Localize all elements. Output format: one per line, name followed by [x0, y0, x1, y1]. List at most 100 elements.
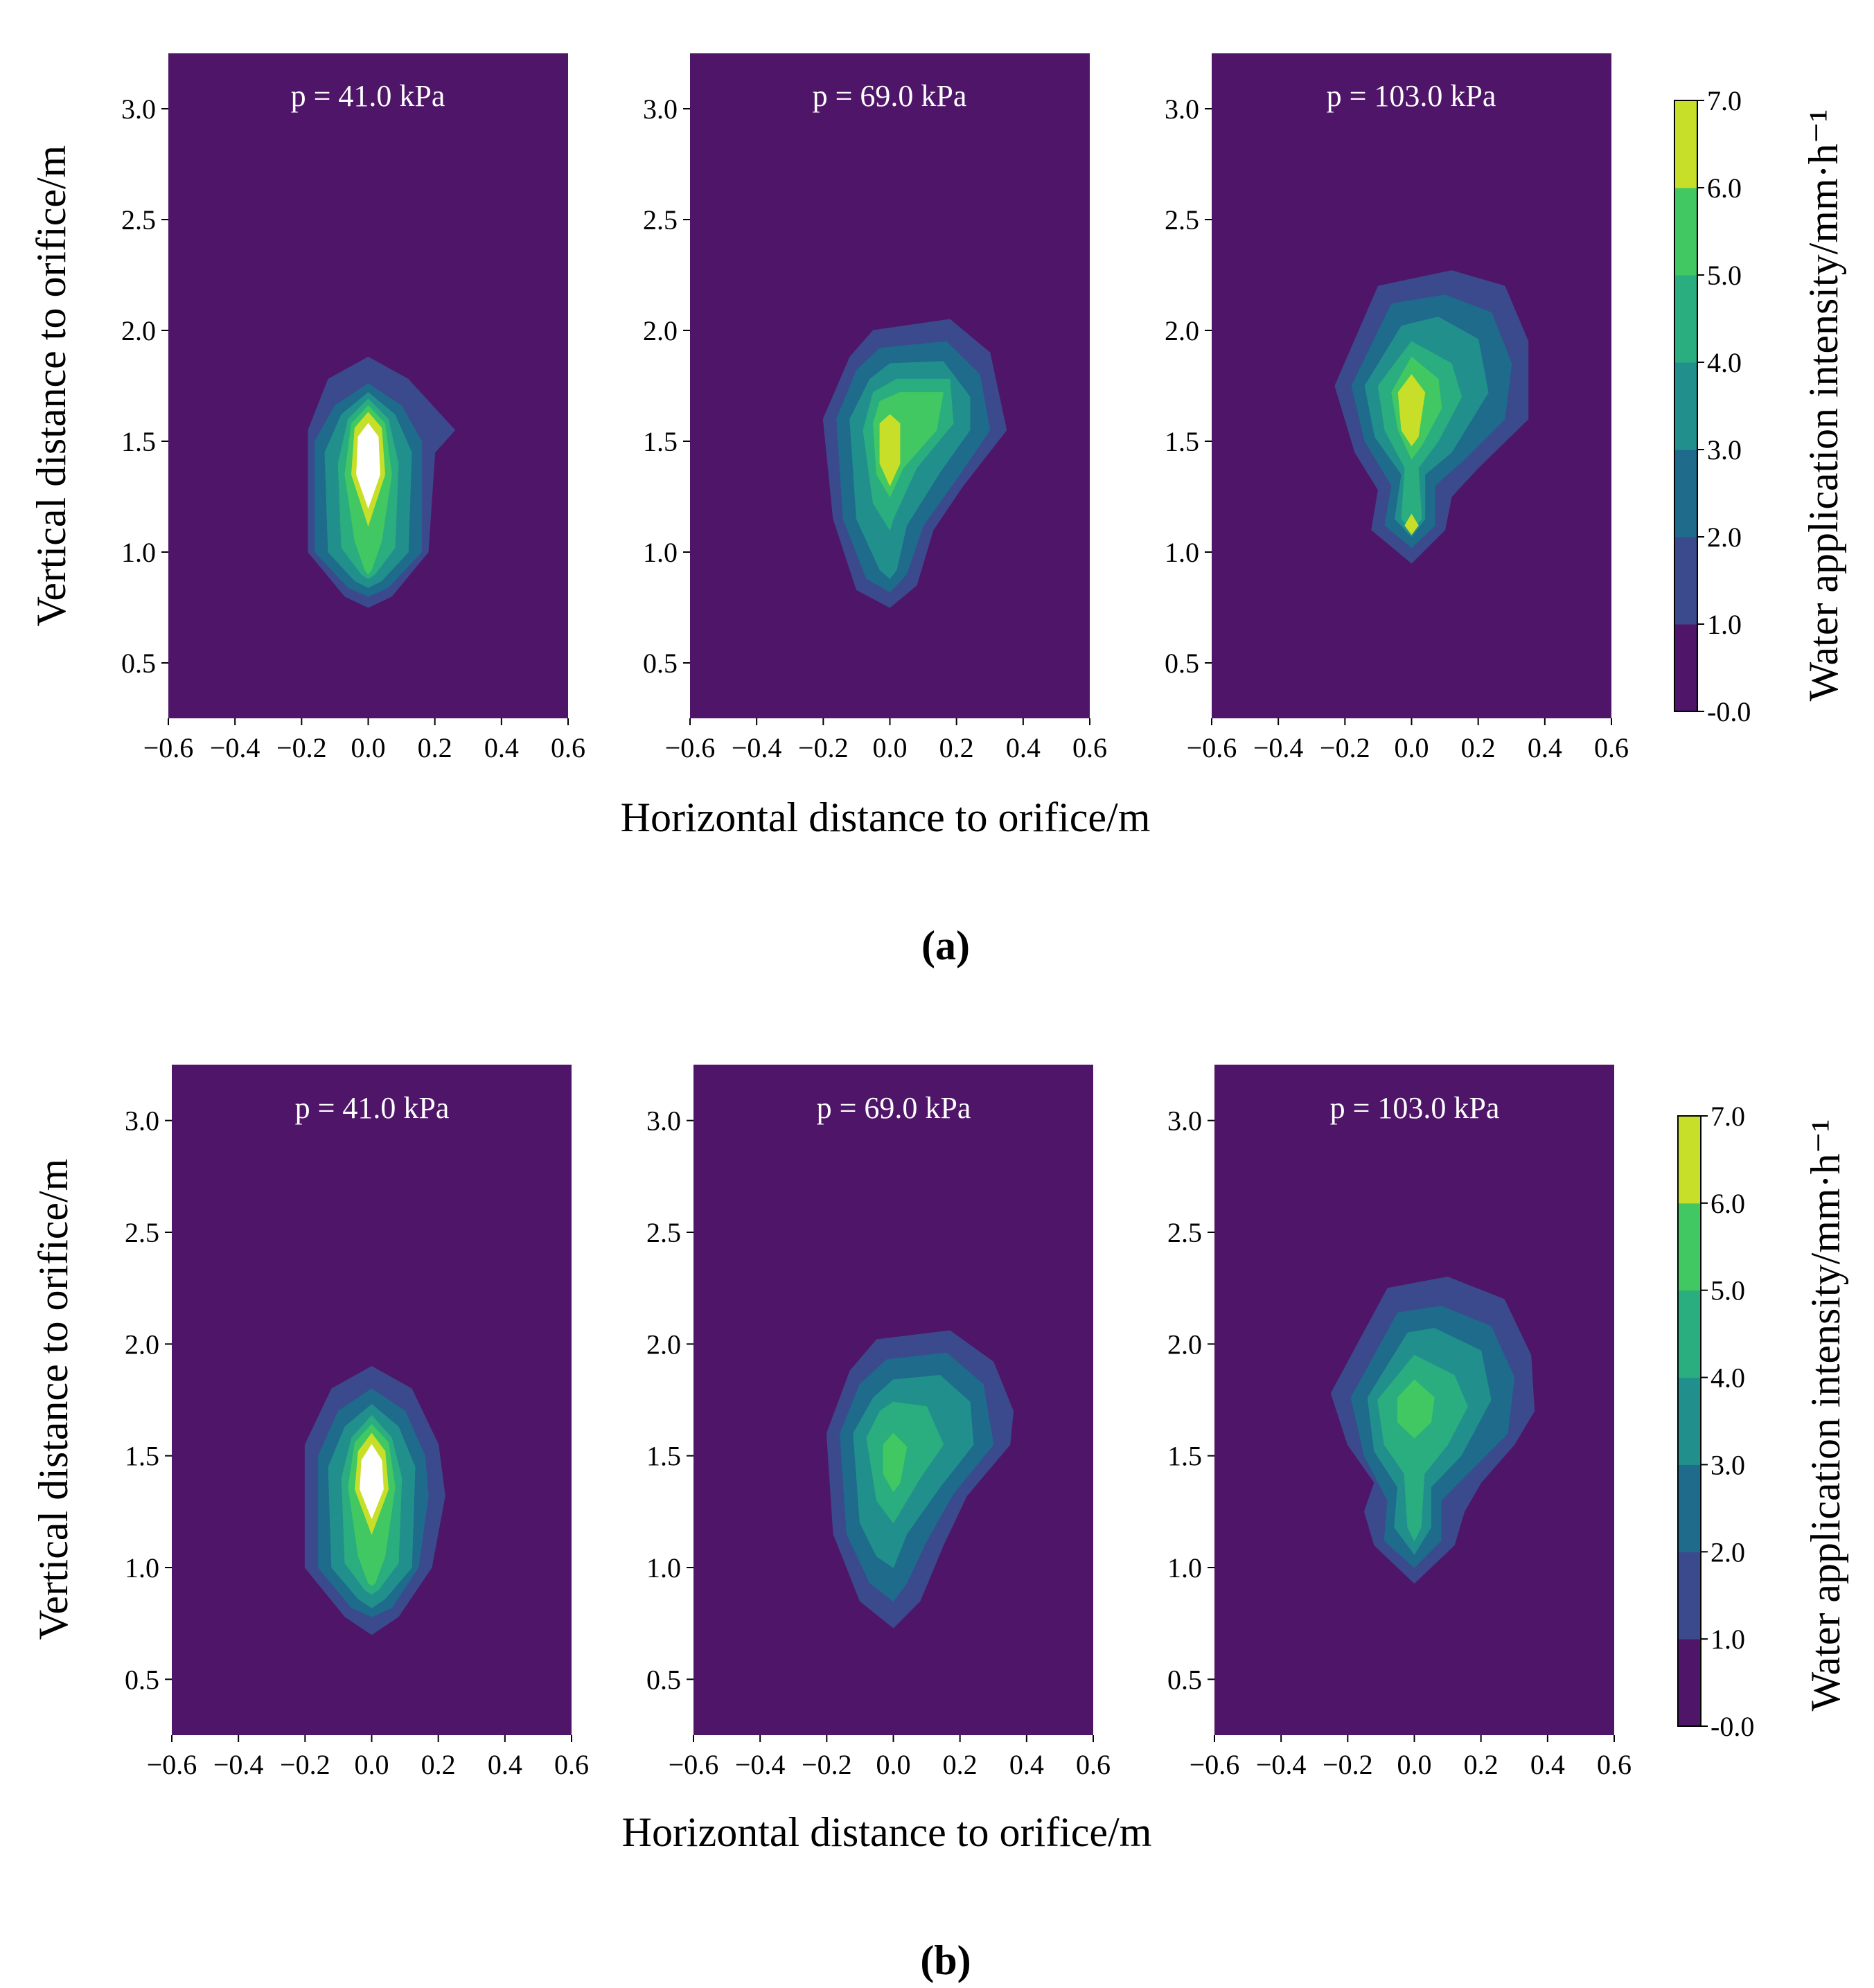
x-tick-label: −0.2 — [1323, 1749, 1373, 1780]
y-tick-label: 2.0 — [646, 1329, 681, 1360]
colorbar-label: Water application intensity/mm·h⁻¹ — [1801, 109, 1846, 702]
y-tick-label: 1.5 — [1167, 1441, 1202, 1472]
colorbar-band — [1674, 275, 1697, 363]
colorbar-band — [1678, 1464, 1701, 1552]
axes: −0.6 −0.4 −0.2 0.0 0.2 0.4 0.6 0.5 1.0 1.5 2.0 2.5 3… — [646, 1106, 1111, 1780]
x-axis-label: Horizontal distance to orifice/m — [621, 795, 1151, 840]
axes: −0.6 −0.4 −0.2 0.0 0.2 0.4 0.6 0.5 1.0 1.5 2.0 2.5 3… — [1165, 94, 1629, 763]
x-tick-label: 0.4 — [488, 1749, 522, 1780]
x-tick-label: −0.2 — [276, 732, 327, 763]
contour-layer — [826, 1330, 1014, 1628]
x-tick-label: −0.4 — [210, 732, 260, 763]
x-tick-label: 0.0 — [355, 1749, 389, 1780]
contour-layer — [1334, 270, 1529, 564]
y-tick-label: 2.5 — [125, 1217, 159, 1248]
y-tick-label: 1.0 — [1167, 1552, 1202, 1583]
x-tick-label: −0.4 — [1256, 1749, 1307, 1780]
contour-level-6 — [1404, 513, 1419, 535]
panel-a-103kpa: p = 103.0 kPa −0.6 −0.4 −0.2 0.0 0.2 0.4 0.6 0.… — [1165, 53, 1629, 763]
x-tick-label: −0.2 — [802, 1749, 852, 1780]
contour-level-6 — [1397, 374, 1426, 447]
y-tick-label: 3.0 — [1167, 1106, 1202, 1137]
y-tick-label: 0.5 — [643, 648, 678, 679]
x-tick-label: 0.6 — [1076, 1749, 1111, 1780]
colorbar-frame — [1674, 100, 1698, 712]
y-axis-label: Vertical distance to orifice/m — [28, 145, 74, 627]
y-tick-label: 2.5 — [643, 204, 678, 236]
x-tick-label: 0.0 — [876, 1749, 911, 1780]
colorbar-band — [1678, 1639, 1701, 1727]
x-tick-label: 0.4 — [1009, 1749, 1044, 1780]
x-tick-label: −0.4 — [1253, 732, 1304, 763]
x-tick-label: −0.6 — [1187, 732, 1237, 763]
colorbar-band — [1678, 1552, 1701, 1640]
x-tick-label: −0.4 — [213, 1749, 264, 1780]
x-tick-label: 0.6 — [554, 1749, 589, 1780]
y-tick-label: 2.5 — [121, 204, 156, 236]
y-tick-label: 0.5 — [125, 1664, 159, 1695]
colorbar: -0.0 1.0 2.0 3.0 4.0 5.0 6.0 7.0 — [1674, 85, 1751, 727]
y-tick-label: 2.5 — [1167, 1217, 1202, 1248]
colorbar: -0.0 1.0 2.0 3.0 4.0 5.0 6.0 7.0 — [1677, 1101, 1754, 1742]
contour-level-7 — [356, 423, 380, 509]
panel-title: p = 41.0 kPa — [291, 79, 445, 113]
subfigure-label-a: (a) — [921, 923, 970, 968]
colorbar-tick-label: 1.0 — [1707, 609, 1742, 640]
y-tick-label: 3.0 — [125, 1106, 159, 1137]
y-tick-label: 2.0 — [643, 315, 678, 346]
colorbar-tick-label: 5.0 — [1707, 260, 1742, 291]
colorbar-band — [1674, 537, 1697, 625]
colorbar-frame — [1677, 1115, 1701, 1727]
x-tick-label: 0.2 — [943, 1749, 978, 1780]
y-tick-label: 3.0 — [121, 94, 156, 125]
x-axis-label: Horizontal distance to orifice/m — [622, 1809, 1152, 1855]
group-b: p = 41.0 kPa −0.6 −0.4 −0.2 0.0 0.2 0.4 0.6 0.5… — [30, 1065, 1848, 1983]
x-tick-label: 0.6 — [1597, 1749, 1632, 1780]
x-tick-label: 0.2 — [1461, 732, 1496, 763]
x-tick-label: −0.6 — [1190, 1749, 1240, 1780]
x-tick-label: 0.6 — [1594, 732, 1629, 763]
axes: −0.6 −0.4 −0.2 0.0 0.2 0.4 0.6 0.5 1.0 1.5 2.0 2.5 3… — [121, 94, 585, 763]
x-tick-label: −0.6 — [147, 1749, 197, 1780]
colorbar-tick-label: -0.0 — [1707, 696, 1751, 727]
colorbar-tick-label: 4.0 — [1707, 347, 1742, 378]
x-tick-label: 0.4 — [1528, 732, 1562, 763]
contour-layer — [304, 1366, 445, 1635]
panel-a-41kpa: p = 41.0 kPa −0.6 −0.4 −0.2 0.0 0.2 0.4 0.6 0.5… — [121, 53, 585, 763]
colorbar-tick-label: 2.0 — [1711, 1536, 1745, 1568]
contour-layer — [1330, 1276, 1535, 1584]
colorbar-band — [1678, 1116, 1701, 1204]
colorbar-tick-label: 7.0 — [1707, 85, 1742, 116]
colorbar-band — [1674, 362, 1697, 450]
colorbar-band — [1674, 624, 1697, 712]
y-tick-label: 1.5 — [125, 1441, 159, 1472]
colorbar-band — [1678, 1290, 1701, 1378]
x-tick-label: 0.2 — [421, 1749, 456, 1780]
x-tick-label: 0.4 — [1006, 732, 1041, 763]
colorbar-tick-label: 1.0 — [1711, 1624, 1745, 1655]
x-tick-label: 0.0 — [1395, 732, 1429, 763]
y-tick-label: 1.5 — [121, 426, 156, 457]
panel-title: p = 103.0 kPa — [1330, 1091, 1500, 1125]
y-tick-label: 2.5 — [1165, 204, 1199, 236]
colorbar-band — [1674, 100, 1697, 188]
colorbar-band — [1674, 450, 1697, 538]
y-tick-label: 1.0 — [1165, 537, 1199, 568]
x-tick-label: 0.0 — [351, 732, 386, 763]
contour-layer — [308, 356, 456, 608]
colorbar-tick-label: -0.0 — [1711, 1711, 1754, 1742]
colorbar-band — [1678, 1377, 1701, 1465]
x-tick-label: 0.6 — [1072, 732, 1107, 763]
colorbar-tick-label: 4.0 — [1711, 1363, 1745, 1394]
y-tick-label: 0.5 — [121, 648, 156, 679]
x-tick-label: 0.4 — [1530, 1749, 1565, 1780]
y-tick-label: 2.0 — [1167, 1329, 1202, 1360]
contour-layer — [822, 319, 1007, 608]
contour-level-7 — [360, 1444, 384, 1520]
y-tick-label: 1.5 — [1165, 426, 1199, 457]
contour-level-4 — [866, 1401, 944, 1524]
colorbar-band — [1674, 188, 1697, 276]
x-tick-label: −0.6 — [143, 732, 194, 763]
panel-title: p = 41.0 kPa — [295, 1091, 450, 1125]
x-tick-label: 0.4 — [484, 732, 519, 763]
